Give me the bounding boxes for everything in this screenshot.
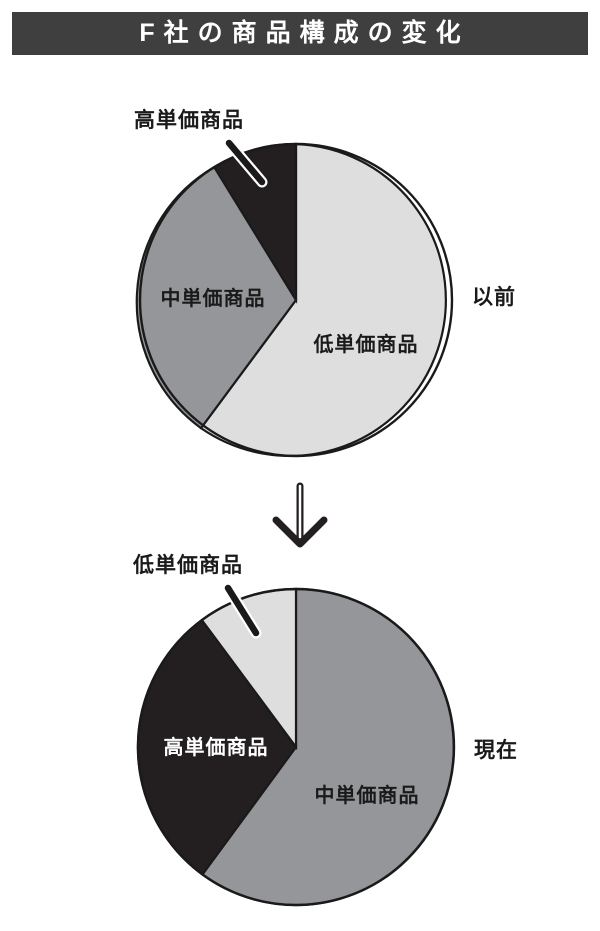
pie-after-svg: [136, 582, 456, 907]
pie-before-callout-leader-line: [223, 137, 268, 188]
pie-before-callout-label-high-price: 高単価商品: [134, 109, 244, 132]
pie-chart-before: 高単価商品 低単価商品 中単価商品 以前: [134, 109, 516, 458]
pie-chart-after: 低単価商品 中単価商品 高単価商品 現在: [0, 555, 600, 931]
pie-after-callout-label-low-price: 低単価商品: [133, 554, 243, 577]
pie-after-side-label: 現在: [474, 739, 518, 762]
pie-before-outline: [138, 142, 454, 458]
pie-before-side-label: 以前: [472, 286, 516, 309]
arrow-down-icon: [272, 482, 328, 548]
page-title-banner: F社の商品構成の変化: [12, 12, 588, 55]
pie-after-label-mid-price: 中単価商品: [314, 785, 420, 807]
pie-after-callout-leader-line: [222, 582, 262, 639]
pie-before-svg: [135, 137, 454, 458]
pie-before-label-low-price: 低単価商品: [313, 334, 419, 356]
page-title: F社の商品構成の変化: [139, 19, 470, 47]
pie-after-label-high-price: 高単価商品: [163, 737, 269, 759]
pie-before-label-mid-price: 中単価商品: [160, 288, 266, 310]
pie-after-outline: [136, 587, 456, 907]
